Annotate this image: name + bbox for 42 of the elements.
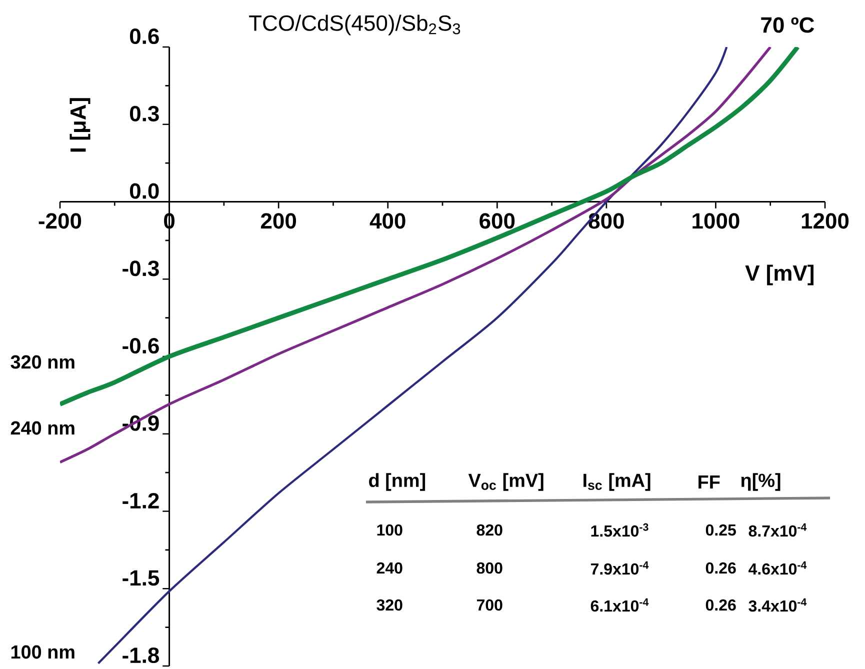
annotation: 320: [376, 599, 402, 611]
annotation: 0.26: [706, 599, 736, 611]
annotation: 1.5x10$^{-3}$: [591, 523, 648, 537]
annotation: η[%]: [741, 473, 780, 491]
annotation: 800: [476, 562, 502, 574]
annotation: 700: [476, 599, 502, 611]
annotation: d [nm]: [369, 473, 426, 491]
y-tick-label: 0.6: [130, 28, 159, 44]
x-tick-label: -200: [38, 213, 82, 229]
y-tick-label: -1.2: [122, 492, 159, 508]
annotation: 4.6x10$^{-4}$: [748, 561, 807, 575]
x-tick-label: 1000: [692, 213, 740, 229]
text: 70 ºC: [761, 17, 814, 33]
x-tick-label: 1200: [802, 213, 849, 229]
annotation: 240: [376, 562, 402, 574]
annotation: FF: [698, 475, 720, 489]
x-tick-label: 200: [260, 213, 296, 229]
annotation: 3.4x10$^{-4}$: [748, 598, 807, 612]
annotation: 100: [377, 524, 402, 536]
y-tick-label: 0.3: [130, 106, 159, 122]
annotation: I$_{sc}$ [mA]: [584, 473, 650, 491]
chart-title: TCO/CdS(450)/Sb$_{2}$S$_{3}$: [249, 14, 460, 36]
x-tick-label: 600: [480, 213, 515, 229]
annotation: V$_{oc}$ [mV]: [468, 473, 544, 491]
series-label: 100 nm: [11, 645, 74, 659]
x-tick-label: 400: [370, 213, 406, 229]
annotation: 7.9x10$^{-4}$: [590, 561, 649, 575]
series-label: 320 nm: [10, 355, 74, 369]
annotation: 0.25: [706, 524, 736, 536]
x-axis-title: V [mV]: [745, 264, 814, 286]
x-tick-label: 800: [588, 213, 624, 229]
y-tick-label: -0.3: [122, 260, 159, 276]
y-axis-title: I [μA]: [70, 98, 90, 152]
y-tick-label: 0.0: [130, 183, 159, 199]
y-tick-label: -0.6: [122, 338, 159, 354]
annotation: 8.7x10$^{-4}$: [748, 523, 807, 537]
series-label: 240 nm: [10, 421, 74, 435]
annotation: 6.1x10$^{-4}$: [590, 598, 649, 612]
y-tick-label: -1.8: [122, 647, 160, 664]
annotation: 0.26: [706, 562, 736, 574]
y-tick-label: -1.5: [122, 570, 160, 586]
annotation: 820: [476, 524, 502, 536]
